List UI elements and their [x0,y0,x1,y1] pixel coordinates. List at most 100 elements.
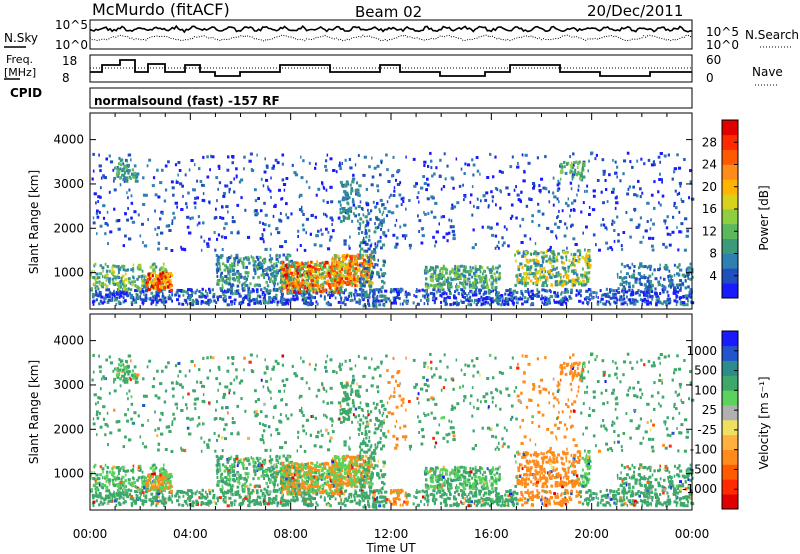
power-echo-cell [231,283,234,287]
power-echo-cell [607,292,609,296]
power-echo-cell [491,267,495,271]
velocity-echo-cell [230,492,233,496]
power-echo-cell [245,265,248,269]
power-echo-cell [584,189,586,193]
velocity-echo-cell [247,492,251,496]
velocity-echo-cell [522,494,524,498]
power-echo-cell [654,277,658,281]
power-echo-cell [224,294,227,298]
power-echo-cell [632,185,635,189]
power-echo-cell [480,199,482,203]
power-echo-cell [634,302,637,306]
power-echo-cell [289,265,292,269]
power-echo-cell [308,161,311,165]
power-echo-cell [247,288,250,292]
power-echo-cell [330,283,334,287]
power-echo-cell [124,272,127,276]
power-echo-cell [478,299,480,302]
power-echo-cell [673,204,676,208]
velocity-echo-cell [256,491,258,495]
power-echo-cell [244,270,247,274]
power-echo-cell [450,225,453,229]
power-echo-cell [498,169,502,173]
power-echo-cell [282,253,286,257]
power-echo-cell [357,219,359,223]
velocity-echo-cell [425,489,428,493]
power-echo-cell [92,216,95,220]
power-echo-cell [515,216,518,220]
power-echo-cell [161,289,163,293]
velocity-echo-cell [395,497,399,500]
power-echo-cell [321,182,324,186]
power-echo-cell [235,174,238,178]
power-echo-cell [171,222,174,225]
power-echo-cell [540,177,544,181]
power-echo-cell [274,158,278,162]
power-echo-cell [509,298,511,302]
power-echo-cell [196,302,199,305]
power-echo-cell [594,157,597,161]
velocity-echo-cell [350,495,353,499]
velocity-echo-cell [357,494,361,498]
power-echo-cell [124,278,127,282]
power-echo-cell [200,291,203,295]
power-echo-cell [465,282,469,286]
power-echo-cell [507,192,511,196]
power-echo-cell [433,271,437,275]
power-echo-cell [175,291,179,295]
power-echo-cell [95,289,97,293]
power-echo-cell [437,285,440,289]
power-echo-cell [96,215,100,219]
velocity-echo-cell [685,504,689,508]
power-echo-cell [577,162,580,166]
power-echo-cell [325,281,328,285]
power-echo-cell [509,216,513,220]
power-echo-cell [528,293,530,297]
power-echo-cell [164,270,167,274]
power-echo-cell [423,302,426,306]
power-echo-cell [435,290,438,294]
power-echo-cell [257,258,260,261]
power-echo-cell [241,287,244,291]
power-echo-cell [415,182,418,186]
power-echo-cell [122,287,126,291]
power-echo-cell [416,196,419,199]
power-echo-cell [286,290,290,294]
power-echo-cell [635,226,638,229]
power-echo-cell [247,303,251,307]
power-echo-cell [623,293,625,296]
power-echo-cell [226,303,230,307]
power-echo-cell [311,274,315,278]
power-echo-cell [432,266,435,270]
power-echo-cell [673,167,678,171]
power-echo-cell [330,185,333,189]
power-echo-cell [340,261,344,265]
power-echo-cell [483,290,488,294]
power-echo-cell [108,154,111,158]
power-echo-cell [575,279,579,282]
power-echo-cell [396,287,400,291]
velocity-echo-cell [365,491,368,495]
power-echo-cell [468,271,472,275]
power-echo-cell [221,248,224,251]
power-echo-cell [321,274,324,277]
power-echo-cell [538,189,542,192]
power-echo-cell [194,206,197,210]
power-echo-cell [486,266,489,270]
power-echo-cell [540,267,543,271]
power-echo-cell [659,292,662,295]
power-echo-cell [160,266,164,270]
power-echo-cell [658,201,660,205]
power-echo-cell [358,184,362,188]
power-echo-cell [214,216,218,219]
power-echo-cell [523,272,527,276]
power-echo-cell [337,282,341,286]
power-echo-cell [561,284,565,288]
power-echo-cell [216,269,220,273]
power-echo-cell [331,272,336,276]
power-echo-cell [559,220,562,223]
power-echo-cell [339,263,342,267]
power-echo-cell [281,278,285,281]
power-echo-cell [329,185,331,189]
power-echo-cell [159,272,162,276]
